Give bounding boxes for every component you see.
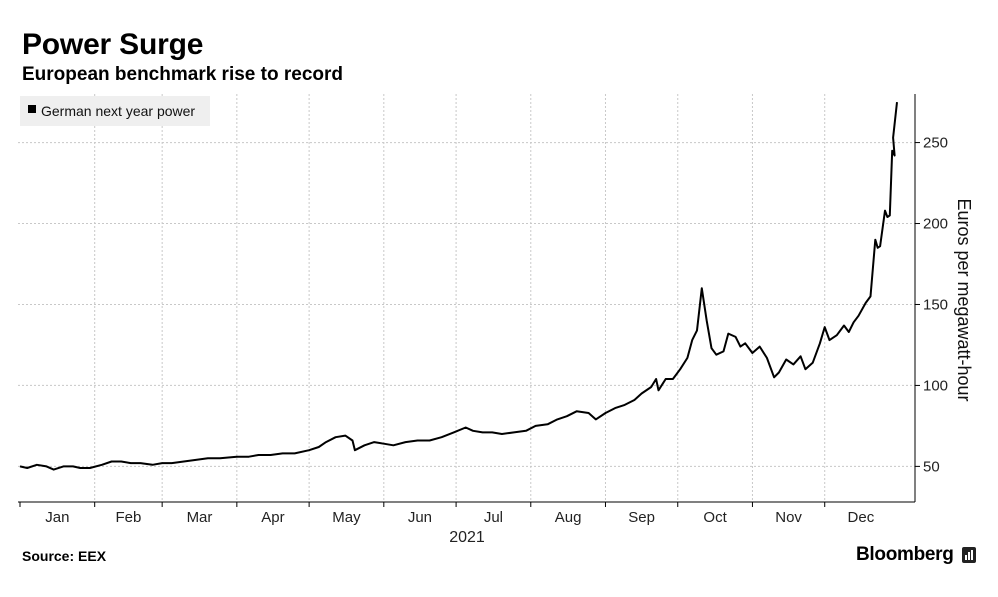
x-axis-ticks: Jan Feb Mar Apr May Jun Jul Aug Sep Oct Nov Dec [19,502,875,526]
y-tick-label: 200 [923,216,948,233]
x-tick-label: May [332,509,361,526]
legend-swatch [28,105,36,113]
brand-logo: Bloomberg [856,544,954,565]
x-tick-label: Aug [555,509,582,526]
y-gridlines [18,142,915,467]
chart-title: Power Surge [22,28,204,61]
x-tick-label: Oct [703,509,727,526]
y-axis-label: Euros per megawatt-hour [954,198,974,401]
y-tick-label: 150 [923,296,948,313]
legend-background [20,96,210,126]
x-tick-label: Sep [628,509,655,526]
x-gridlines [94,94,826,502]
series-line-german-next-year-power [19,101,898,471]
x-tick-label: Mar [187,509,213,526]
legend: German next year power [20,96,210,126]
x-tick-label: Jun [408,509,432,526]
source-note: Source: EEX [22,548,107,564]
y-axis-ticks: 50 100 150 200 250 [915,135,948,475]
legend-label: German next year power [41,103,195,119]
x-axis-year-label: 2021 [449,529,485,546]
y-tick-label: 100 [923,377,948,394]
x-tick-label: Jul [484,509,503,526]
x-tick-label: Feb [115,509,141,526]
x-tick-label: Apr [261,509,284,526]
bloomberg-terminal-icon [962,547,976,563]
x-tick-label: Dec [848,509,875,526]
y-tick-label: 250 [923,135,948,152]
x-tick-label: Jan [45,509,69,526]
chart-subtitle: European benchmark rise to record [22,64,343,85]
x-tick-label: Nov [775,509,802,526]
y-tick-label: 50 [923,458,940,475]
